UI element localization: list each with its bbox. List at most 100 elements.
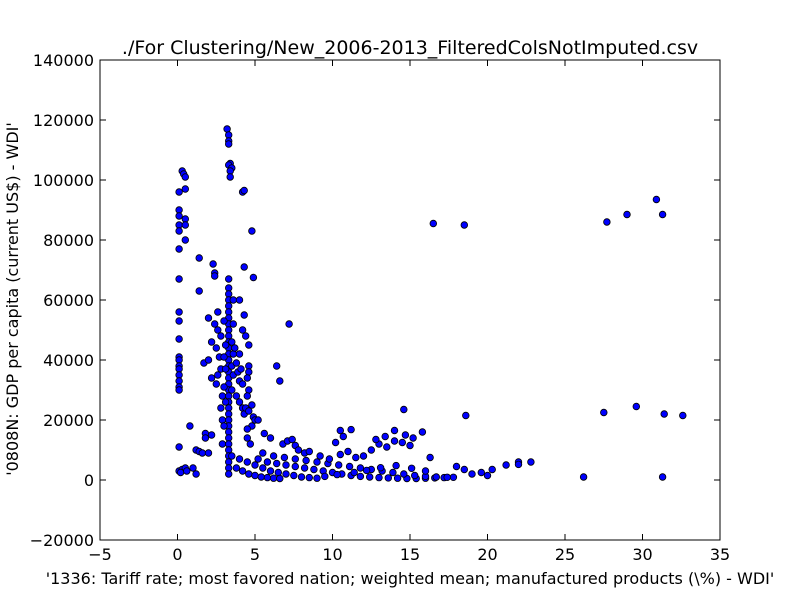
data-point	[302, 456, 310, 465]
data-point	[259, 449, 267, 457]
data-point	[483, 471, 492, 480]
data-point	[390, 437, 399, 445]
data-point	[477, 468, 485, 477]
data-point	[186, 422, 194, 430]
data-point	[527, 458, 535, 466]
data-point	[214, 308, 222, 316]
data-point	[514, 460, 523, 469]
data-point	[175, 212, 183, 220]
data-point	[232, 359, 241, 367]
data-point	[339, 432, 347, 441]
data-point	[276, 474, 284, 483]
data-point	[384, 474, 392, 482]
data-point	[220, 383, 228, 391]
data-point	[181, 221, 189, 229]
data-point	[201, 434, 210, 442]
data-point	[235, 296, 244, 304]
data-point	[228, 386, 236, 394]
data-point	[175, 443, 183, 451]
y-tick-label: −20000	[30, 531, 94, 550]
y-tick-label: 40000	[43, 351, 94, 370]
data-point	[660, 410, 668, 418]
data-point	[407, 464, 416, 472]
data-point	[362, 466, 371, 475]
data-point	[632, 402, 640, 411]
data-point	[269, 474, 278, 482]
data-point	[263, 473, 272, 482]
plot-area	[100, 60, 720, 540]
data-point	[212, 344, 220, 352]
data-point	[218, 392, 227, 400]
data-point	[263, 458, 272, 466]
data-point	[181, 236, 189, 244]
data-point	[235, 350, 244, 358]
data-point	[449, 473, 458, 481]
data-point	[383, 443, 391, 451]
y-tick-label: 100000	[33, 171, 94, 190]
data-point	[300, 464, 309, 472]
data-point	[224, 275, 233, 283]
data-point	[401, 431, 410, 439]
data-point	[418, 428, 427, 436]
data-point	[452, 462, 461, 471]
data-point	[411, 471, 419, 480]
data-point	[291, 462, 299, 471]
data-point	[207, 374, 216, 382]
data-point	[246, 440, 254, 448]
data-point	[175, 188, 183, 196]
data-point	[257, 473, 265, 481]
data-point	[658, 473, 667, 481]
data-point	[282, 470, 290, 478]
data-point	[248, 227, 256, 235]
data-point	[240, 186, 248, 195]
data-point	[352, 453, 360, 462]
data-point	[229, 350, 237, 358]
data-point	[331, 438, 340, 447]
data-point	[421, 467, 430, 475]
data-point	[221, 365, 230, 373]
data-point	[209, 260, 217, 268]
data-point	[282, 461, 290, 469]
x-tick-label: 20	[477, 545, 497, 564]
data-point	[280, 453, 289, 462]
data-point	[175, 386, 183, 394]
data-point	[333, 470, 341, 479]
data-point	[228, 452, 236, 460]
data-point	[376, 464, 385, 472]
data-point	[310, 465, 318, 474]
data-point	[226, 173, 234, 181]
data-point	[375, 473, 383, 482]
data-point	[356, 472, 365, 481]
data-point	[344, 447, 352, 456]
data-point	[623, 210, 631, 219]
data-point	[245, 407, 253, 415]
x-axis: −5 0 5 10 15 20 25 30 35	[88, 60, 730, 564]
data-point	[207, 338, 216, 346]
data-point	[195, 254, 203, 262]
data-point	[321, 472, 329, 481]
data-point	[238, 467, 247, 475]
data-point	[345, 462, 354, 471]
data-point	[392, 461, 400, 470]
data-point	[210, 272, 219, 280]
y-tick-label: 60000	[43, 291, 94, 310]
data-point	[223, 125, 231, 133]
data-point	[460, 465, 468, 474]
data-point	[254, 416, 262, 424]
x-tick-label: 5	[250, 545, 260, 564]
data-point	[218, 416, 227, 424]
data-point	[273, 362, 281, 370]
data-point	[251, 471, 259, 480]
data-point	[390, 426, 399, 435]
data-point	[335, 461, 343, 469]
data-point	[313, 474, 321, 482]
data-point	[291, 455, 299, 463]
data-point	[381, 432, 389, 441]
data-point	[237, 365, 245, 373]
y-tick-label: 120000	[33, 111, 94, 130]
data-point	[243, 374, 251, 382]
data-point	[462, 411, 470, 420]
data-point	[297, 473, 306, 481]
data-point	[220, 353, 228, 361]
data-point	[432, 473, 440, 481]
